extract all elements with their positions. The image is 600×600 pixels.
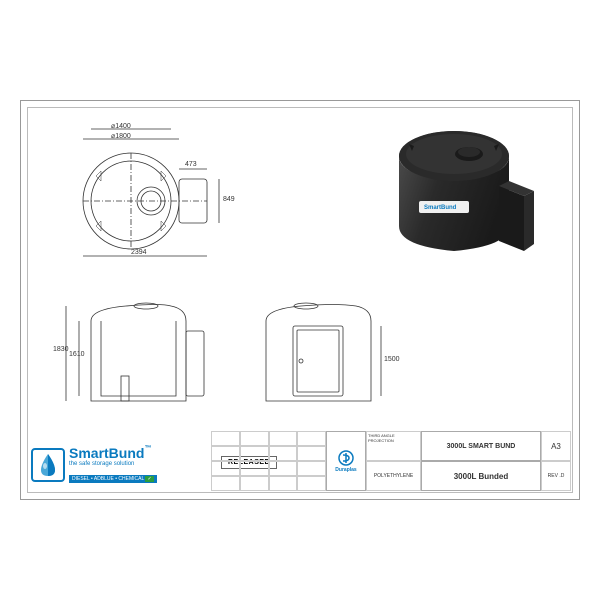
logo-text: SmartBund™ the safe storage solution DIE… xyxy=(69,445,157,485)
manufacturer-logo: Duraplas xyxy=(326,431,366,491)
tb-meta-grid xyxy=(211,431,326,491)
side-view: 1830 1610 xyxy=(51,291,231,421)
tags: DIESEL • ADBLUE • CHEMICAL ✓ xyxy=(69,475,157,483)
dim-cabinet-h: 849 xyxy=(223,196,235,203)
dim-dia-inner: ⌀1400 xyxy=(111,122,131,130)
dim-width-total: 2394 xyxy=(131,249,147,256)
dim-cabinet-w: 473 xyxy=(185,161,197,168)
material: POLYETHYLENE xyxy=(366,461,421,491)
drawing-title: 3000L SMART BUND xyxy=(421,431,541,461)
drawing-sheet: ⌀1800 ⌀1400 473 849 2394 1830 1610 1500 … xyxy=(20,100,580,500)
revision: REV .D xyxy=(541,461,571,491)
tb-material-col: THIRD ANGLE PROJECTION POLYETHYLENE xyxy=(366,431,421,491)
brand-name: SmartBund xyxy=(69,445,144,461)
title-block: Duraplas THIRD ANGLE PROJECTION POLYETHY… xyxy=(211,431,571,491)
svg-text:SmartBund: SmartBund xyxy=(424,205,457,211)
top-view: ⌀1800 ⌀1400 473 849 2394 xyxy=(51,121,261,261)
dim-height-outer: 1830 xyxy=(53,346,69,353)
sheet-size: A3 xyxy=(541,431,571,461)
part-name: 3000L Bunded xyxy=(421,461,541,491)
front-view: 1500 xyxy=(251,291,401,421)
tagline: the safe storage solution xyxy=(69,461,157,467)
dim-height-inner: 1610 xyxy=(69,351,85,358)
isometric-view: SmartBund xyxy=(379,116,559,276)
dim-dia-outer: ⌀1800 xyxy=(111,132,131,140)
drop-icon xyxy=(31,448,65,482)
tb-title-col: 3000L SMART BUND 3000L Bunded xyxy=(421,431,541,491)
dim-door-h: 1500 xyxy=(384,356,400,363)
brand-logo: SmartBund™ the safe storage solution DIE… xyxy=(31,441,191,489)
tm: ™ xyxy=(144,445,151,452)
tb-size-col: A3 REV .D xyxy=(541,431,571,491)
